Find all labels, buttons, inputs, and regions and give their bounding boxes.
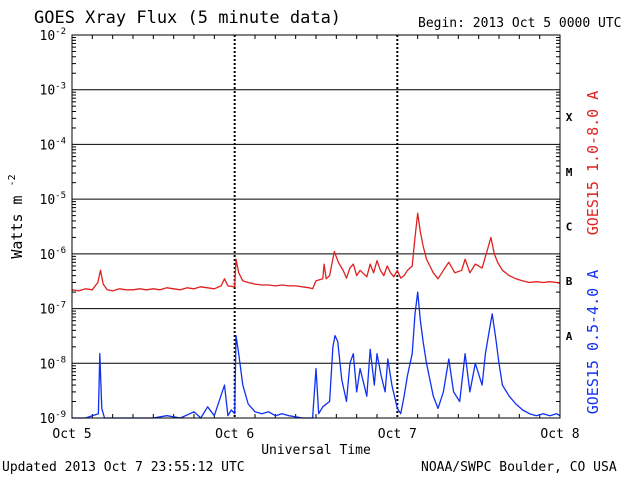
flare-class-label-m: M (566, 166, 573, 179)
plot-frame (71, 34, 561, 419)
begin-time-label: Begin: 2013 Oct 5 0000 UTC (418, 16, 622, 31)
series-line-short-wavelength (72, 291, 561, 419)
y-tick-label: 10-6 (40, 246, 67, 263)
x-tick-label: Oct 8 (540, 427, 579, 442)
flare-class-label-a: A (566, 330, 573, 343)
x-tick-label: Oct 5 (52, 427, 91, 442)
x-tick-label: Oct 6 (215, 427, 254, 442)
series-layer (71, 212, 561, 419)
series-line-long-wavelength (71, 212, 561, 292)
flare-class-label-x: X (566, 111, 573, 124)
x-axis-label: Universal Time (261, 443, 371, 458)
y-tick-label: 10-7 (40, 301, 67, 318)
y-tick-label: 10-5 (40, 191, 67, 208)
flare-class-label-c: C (566, 221, 573, 234)
agency-credit: NOAA/SWPC Boulder, CO USA (421, 460, 617, 475)
flare-class-label-b: B (566, 275, 573, 288)
x-tick-label: Oct 7 (378, 427, 417, 442)
y-tick-label: 10-9 (40, 410, 67, 427)
grid-layer (72, 34, 560, 419)
y-tick-label: 10-4 (40, 136, 67, 153)
y-axis-label: Watts m -2 (7, 174, 26, 258)
legend-label-long-wavelength: GOES15 1.0-8.0 A (584, 91, 602, 236)
legend-label-short-wavelength: GOES15 0.5-4.0 A (584, 270, 602, 415)
updated-timestamp: Updated 2013 Oct 7 23:55:12 UTC (2, 460, 245, 475)
chart-title: GOES Xray Flux (5 minute data) (34, 8, 342, 28)
y-tick-label: 10-8 (40, 355, 67, 372)
y-tick-label: 10-3 (40, 82, 67, 99)
label-layer: 10-9 10-8 10-7 10-6 10-5 10-4 10-3 10-2 Oct 5 Oct… (7, 27, 602, 458)
y-tick-label: 10-2 (40, 27, 67, 44)
